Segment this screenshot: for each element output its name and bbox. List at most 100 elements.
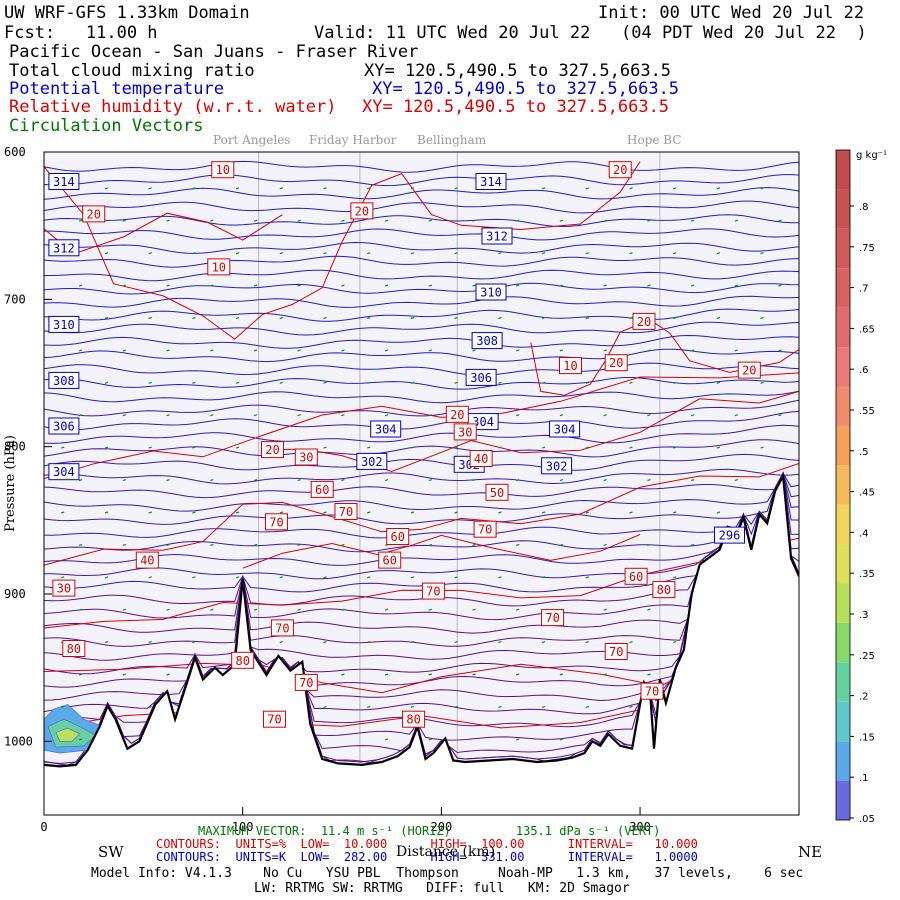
vector-246 bbox=[629, 641, 633, 644]
vector-214 bbox=[541, 576, 546, 579]
theta-contour-27 bbox=[44, 471, 799, 539]
rh-label-box-4 bbox=[608, 161, 632, 179]
colorbar-seg-10 bbox=[836, 386, 850, 426]
rh-label-31: 70 bbox=[294, 673, 318, 691]
rh-label-box-5 bbox=[632, 312, 656, 330]
theta-label-10: 304 bbox=[48, 463, 80, 481]
field-rh-name: Relative humidity (w.r.t. water) bbox=[9, 97, 337, 117]
theta-label-6: 308 bbox=[48, 371, 80, 389]
field-theta-name: Potential temperature bbox=[9, 79, 224, 99]
vector-114 bbox=[585, 381, 589, 384]
theta-label-box-17 bbox=[714, 526, 745, 544]
colorbar-tick-label-15: .05 bbox=[859, 814, 875, 825]
direction-sw: SW bbox=[98, 843, 124, 861]
vector-183 bbox=[629, 511, 633, 514]
rh-label-33: 70 bbox=[263, 710, 286, 728]
rh-label-22: 30 bbox=[52, 579, 76, 597]
vector-274 bbox=[428, 738, 432, 741]
rh-label-5: 20 bbox=[632, 312, 656, 330]
vector-226 bbox=[428, 608, 432, 611]
vector-204 bbox=[104, 576, 109, 579]
vector-176 bbox=[323, 511, 327, 514]
region-name: Pacific Ocean - San Juans - Fraser River bbox=[9, 42, 419, 62]
rh-label-text-3: 10 bbox=[212, 260, 226, 274]
vector-94 bbox=[472, 349, 476, 352]
theta-contour-36 bbox=[44, 471, 799, 661]
max-vector-info: MAXIMUM VECTOR: 11.4 m s⁻¹ (HORIZ) 135.1… bbox=[198, 824, 661, 838]
vector-121 bbox=[166, 414, 170, 417]
vector-166 bbox=[647, 479, 651, 482]
theta-label-box-10 bbox=[48, 463, 80, 481]
vector-154 bbox=[122, 479, 126, 482]
theta-label-text-16: 302 bbox=[546, 459, 568, 473]
vector-28 bbox=[559, 219, 564, 222]
x-tick-label-0: 0 bbox=[40, 820, 47, 834]
vector-275 bbox=[516, 738, 520, 741]
rh-label-box-18 bbox=[386, 528, 410, 545]
theta-contour-19 bbox=[44, 410, 799, 431]
rh-label-30: 80 bbox=[231, 651, 255, 669]
vector-252 bbox=[341, 673, 345, 676]
theta-label-9: 306 bbox=[465, 368, 497, 386]
theta-label-text-12: 304 bbox=[472, 415, 494, 429]
vector-223 bbox=[297, 608, 301, 611]
init-time: Init: 00 UTC Wed 20 Jul 22 bbox=[598, 3, 865, 23]
vector-264 bbox=[323, 705, 327, 708]
vector-48 bbox=[673, 252, 677, 255]
rh-label-text-34: 80 bbox=[406, 713, 420, 727]
theta-label-0: 314 bbox=[48, 173, 80, 190]
vector-98 bbox=[647, 349, 651, 352]
colorbar-tick-label-6: .5 bbox=[859, 447, 869, 458]
rh-contour-7 bbox=[44, 372, 799, 480]
colorbar-tick-label-4: .6 bbox=[859, 365, 869, 376]
forecast-hour: Fcst: 11.00 h bbox=[4, 23, 158, 43]
vector-106 bbox=[235, 381, 240, 384]
vector-80 bbox=[585, 316, 589, 320]
vector-173 bbox=[192, 511, 196, 514]
location-friday-harbor: Friday Harbor bbox=[309, 133, 397, 147]
vector-271 bbox=[629, 705, 633, 708]
vector-212 bbox=[454, 576, 458, 579]
vector-72 bbox=[235, 316, 240, 320]
vector-201 bbox=[690, 543, 695, 546]
vector-259 bbox=[647, 673, 651, 676]
theta-contour-9 bbox=[44, 282, 799, 295]
vector-99 bbox=[690, 349, 695, 352]
rh-label-text-29: 70 bbox=[609, 645, 623, 659]
vector-18 bbox=[122, 219, 126, 222]
vector-211 bbox=[410, 576, 415, 579]
theta-contour-21 bbox=[44, 439, 799, 458]
vector-92 bbox=[384, 349, 389, 352]
vector-32 bbox=[734, 219, 738, 222]
vector-55 bbox=[253, 284, 258, 287]
rh-label-box-23 bbox=[624, 567, 648, 585]
theta-contour-8 bbox=[44, 269, 799, 282]
vector-16 bbox=[760, 187, 764, 190]
vector-2 bbox=[148, 187, 152, 190]
theta-label-text-3: 312 bbox=[486, 230, 508, 244]
theta-contour-23 bbox=[44, 468, 799, 485]
vector-161 bbox=[428, 479, 432, 482]
theta-contour-16 bbox=[44, 377, 799, 390]
vector-64 bbox=[647, 284, 651, 287]
rh-label-text-15: 50 bbox=[490, 486, 504, 500]
rh-label-13: 40 bbox=[469, 450, 493, 467]
vector-184 bbox=[673, 511, 677, 514]
theta-label-box-2 bbox=[48, 239, 80, 257]
colorbar-tick-label-5: .55 bbox=[859, 406, 875, 417]
vector-12 bbox=[585, 187, 589, 190]
rh-label-12: 30 bbox=[294, 448, 318, 466]
vector-171 bbox=[104, 511, 109, 514]
rh-label-text-5: 20 bbox=[637, 315, 651, 329]
vector-139 bbox=[192, 446, 196, 449]
vector-79 bbox=[541, 316, 546, 320]
vector-11 bbox=[541, 187, 546, 190]
rh-label-18: 60 bbox=[386, 528, 410, 545]
theta-label-4: 310 bbox=[48, 315, 80, 333]
rh-label-text-14: 60 bbox=[315, 483, 329, 497]
theta-label-text-13: 304 bbox=[554, 423, 576, 437]
colorbar-seg-4 bbox=[836, 622, 850, 663]
colorbar-tick-label-1: .75 bbox=[859, 243, 875, 254]
vector-49 bbox=[716, 252, 721, 255]
vector-86 bbox=[122, 349, 126, 352]
